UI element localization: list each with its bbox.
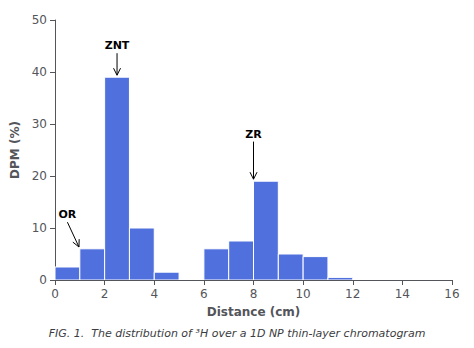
svg-text:Distance (cm): Distance (cm) xyxy=(207,305,301,319)
svg-text:DPM (%): DPM (%) xyxy=(8,121,22,179)
svg-text:20: 20 xyxy=(32,169,47,183)
svg-text:30: 30 xyxy=(32,117,47,131)
svg-text:4: 4 xyxy=(150,287,158,301)
svg-text:14: 14 xyxy=(395,287,410,301)
svg-text:FIG. 1. The distribution of ³: FIG. 1. The distribution of ³H over a 1D… xyxy=(49,327,426,340)
svg-text:6: 6 xyxy=(200,287,208,301)
svg-text:8: 8 xyxy=(250,287,258,301)
svg-text:0: 0 xyxy=(39,273,47,287)
svg-text:50: 50 xyxy=(32,13,47,27)
svg-text:ZNT: ZNT xyxy=(105,39,130,52)
svg-text:10: 10 xyxy=(32,221,47,235)
svg-text:16: 16 xyxy=(444,287,459,301)
svg-text:12: 12 xyxy=(345,287,360,301)
svg-text:2: 2 xyxy=(101,287,109,301)
svg-text:OR: OR xyxy=(58,208,76,221)
svg-text:10: 10 xyxy=(295,287,310,301)
svg-text:40: 40 xyxy=(32,65,47,79)
svg-text:0: 0 xyxy=(51,287,59,301)
svg-text:ZR: ZR xyxy=(245,128,262,141)
